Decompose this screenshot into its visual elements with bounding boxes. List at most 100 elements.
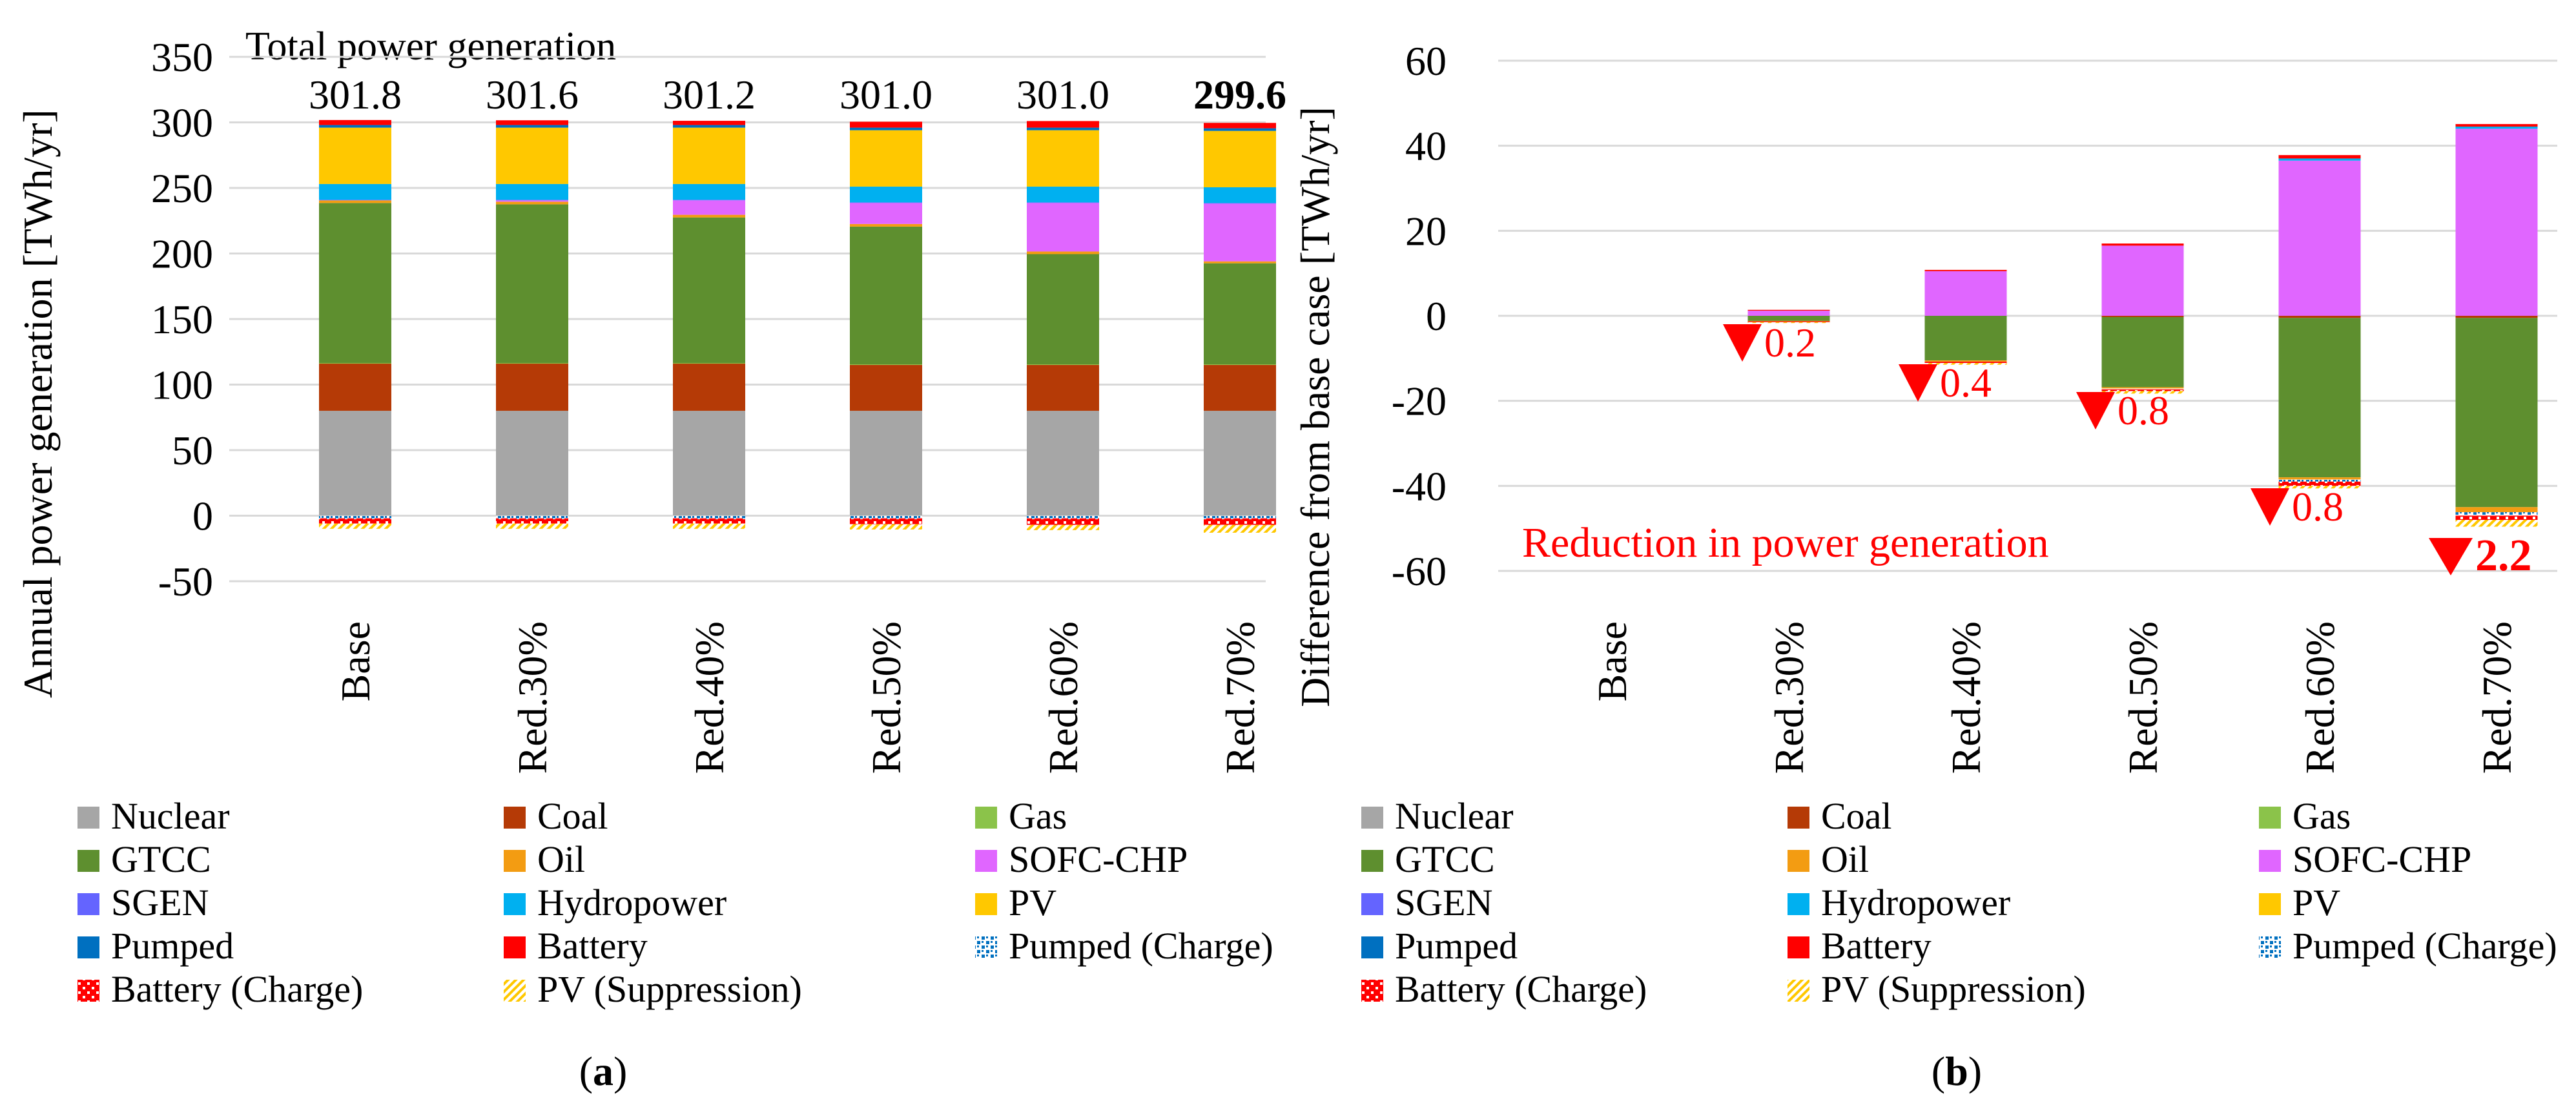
bar-segment-battery-charge	[1924, 362, 2007, 364]
x-tick-label: Base	[1589, 621, 1635, 701]
bar-segment-coal	[1204, 365, 1276, 411]
legend-label-gas: Gas	[1009, 795, 1067, 837]
bar-segment-pumped-charge	[1027, 515, 1099, 519]
bar-segment-pumped-charge	[319, 515, 391, 519]
bar-segment-nuclear	[1027, 411, 1099, 516]
x-tick-label: Base	[333, 621, 378, 701]
bar-segment-pumped	[1027, 127, 1099, 130]
x-tick-label: Red.70%	[2474, 621, 2520, 774]
bar-segment-battery	[1924, 269, 2007, 271]
legend-swatch-sgen	[77, 893, 99, 915]
bar-segment-gtcc	[319, 203, 391, 364]
bar-segment-pv	[1204, 130, 1276, 187]
legend-label-nuclear: Nuclear	[111, 795, 230, 837]
y-tick-label: 300	[151, 100, 213, 146]
bar-segment-battery	[1204, 123, 1276, 129]
bar-segment-gas	[673, 363, 745, 364]
legend-swatch-nuclear	[77, 807, 99, 829]
bar-segment-pumped-charge	[2278, 479, 2361, 482]
bar-segment-oil	[2101, 387, 2184, 389]
bar-segment-pumped-charge	[2455, 512, 2538, 516]
bar-segment-hydropower	[496, 183, 568, 200]
y-tick-label: 100	[151, 362, 213, 408]
bar-segment-pumped-charge	[496, 515, 568, 519]
bar-segment-gtcc	[2101, 316, 2184, 387]
legend-label-hydropower: Hydropower	[1821, 882, 2010, 924]
x-tick-label: Red.50%	[2120, 621, 2166, 774]
legend-label-pumped: Pumped	[1395, 925, 1518, 967]
bar-segment-hydropower	[2455, 127, 2538, 129]
y-tick-label: -40	[1392, 463, 1447, 509]
bar-segment-coal	[850, 365, 922, 411]
bar-segment-pv-suppression	[1027, 524, 1099, 530]
bar-segment-pv-suppression	[673, 523, 745, 529]
legend-label-nuclear: Nuclear	[1395, 795, 1514, 837]
bar-segment-coal	[2455, 316, 2538, 318]
bar-segment-sgen	[850, 202, 922, 203]
bar-segment-battery-charge	[1027, 518, 1099, 525]
legend-label-sgen: SGEN	[1395, 882, 1492, 924]
total-label: 301.6	[486, 72, 579, 118]
bar-segment-oil	[1204, 261, 1276, 263]
bar-segment-battery	[2101, 243, 2184, 246]
bar-segment-coal	[2101, 316, 2184, 317]
bar-segment-gas	[1204, 364, 1276, 366]
x-tick-label: Red.30%	[1766, 621, 1812, 774]
bar-segment-battery	[496, 120, 568, 125]
bar-segment-sofc-chp	[1924, 271, 2007, 316]
bar-segment-pv	[673, 127, 745, 184]
bar-segment-gtcc	[1204, 263, 1276, 365]
bar-segment-pv-suppression	[2278, 486, 2361, 489]
bar-segment-battery-charge	[2278, 481, 2361, 486]
legend-label-gas: Gas	[2293, 795, 2351, 837]
bar-segment-nuclear	[1204, 411, 1276, 516]
bar-segment-coal	[1027, 365, 1099, 411]
legend-swatch-pv	[2259, 893, 2281, 915]
y-tick-label: 50	[172, 428, 213, 473]
bar-segment-gas	[850, 364, 922, 366]
legend-label-sofc-chp: SOFC-CHP	[1009, 838, 1188, 880]
bar-segment-pumped	[1204, 128, 1276, 131]
legend-label-pv-suppression: PV (Suppression)	[537, 968, 802, 1010]
bar-segment-sofc-chp	[1747, 311, 1830, 316]
legend-label-oil: Oil	[537, 838, 585, 880]
legend-swatch-battery	[504, 936, 526, 958]
bar-segment-pumped-charge	[850, 515, 922, 519]
legend-swatch-pv	[975, 893, 997, 915]
x-tick-label: Red.30%	[510, 621, 555, 774]
bar-segment-battery-charge	[496, 518, 568, 524]
bar-segment-battery	[319, 119, 391, 125]
bar-segment-oil	[496, 201, 568, 205]
total-label: 299.6	[1193, 72, 1286, 118]
legend-label-gtcc: GTCC	[1395, 838, 1495, 880]
bar-segment-sofc-chp	[496, 200, 568, 202]
legend-label-pv: PV	[1009, 882, 1056, 924]
down-triangle-icon	[2076, 392, 2115, 429]
bar-segment-pumped	[319, 125, 391, 128]
down-triangle-icon	[2251, 488, 2289, 526]
bar-segment-coal	[319, 364, 391, 411]
y-tick-label: -20	[1392, 378, 1447, 424]
legend-swatch-gas	[975, 807, 997, 829]
bar-segment-coal	[496, 364, 568, 411]
x-tick-label: Red.50%	[863, 621, 909, 774]
bar-segment-gas	[1027, 364, 1099, 366]
bar-segment-hydropower	[319, 183, 391, 200]
legend-label-battery-charge: Battery (Charge)	[1395, 968, 1647, 1010]
bar-segment-hydropower	[1204, 187, 1276, 203]
bar-segment-pv-suppression	[2101, 391, 2184, 394]
bar-segment-oil	[1027, 251, 1099, 254]
x-tick-label: Red.40%	[1943, 621, 1989, 774]
legend-swatch-sofc-chp	[2259, 850, 2281, 872]
reduction-label: 0.8	[2117, 387, 2169, 433]
legend-label-sgen: SGEN	[111, 882, 209, 924]
x-tick-label: Red.70%	[1217, 621, 1263, 774]
bar-segment-pv-suppression	[1924, 363, 2007, 365]
bar-segment-sofc-chp	[2278, 160, 2361, 316]
bar-segment-coal	[2278, 316, 2361, 318]
bar-segment-pv-suppression	[319, 523, 391, 529]
bar-segment-nuclear	[673, 411, 745, 516]
bar-segment-pumped	[850, 127, 922, 130]
reduction-label: 2.2	[2475, 531, 2532, 581]
